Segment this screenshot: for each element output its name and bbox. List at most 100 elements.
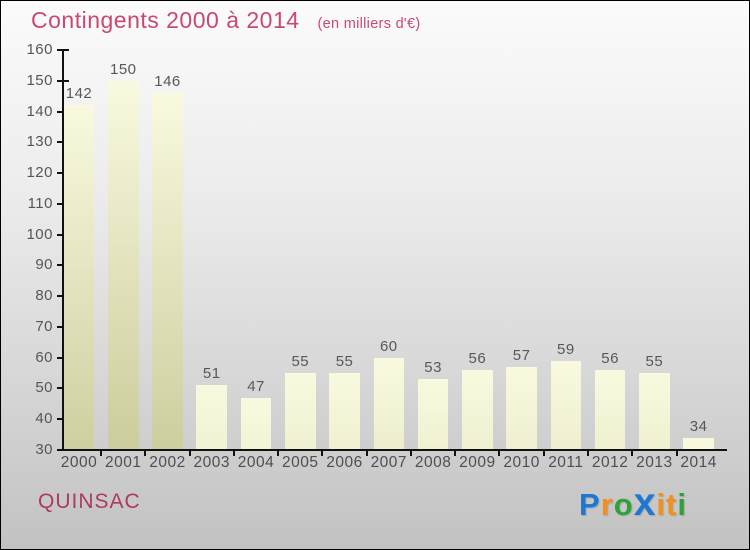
x-category-label: 2014 [680,454,717,471]
chart-subtitle: (en milliers d'€) [317,16,421,32]
logo-letter: i [656,487,667,522]
x-tick-mark [277,451,280,456]
y-tick-mark [57,110,69,113]
chart-title: Contingents 2000 à 2014 [31,7,300,33]
y-tick-mark [57,141,69,144]
y-tick-label: 40 [35,410,53,428]
y-tick-label: 80 [35,287,53,305]
y-tick-label: 30 [35,441,53,458]
bar-value-label: 55 [291,353,310,371]
bar [152,93,183,449]
y-tick-mark [57,387,69,390]
bar-value-label: 56 [468,350,487,367]
x-axis-line [62,449,727,451]
bar [594,370,626,449]
x-category-label: 2013 [636,454,673,471]
bar [506,366,537,449]
x-tick-mark [100,451,103,456]
y-tick-mark [57,172,69,175]
y-tick-mark [57,356,69,359]
bar [550,360,582,449]
x-tick-mark [365,451,368,456]
bar [683,437,714,449]
bar [107,80,139,449]
x-tick-mark [321,451,324,456]
x-category-label: 2011 [548,454,584,471]
y-tick-label: 140 [26,102,53,120]
x-category-label: 2005 [282,454,319,471]
bar-value-label: 56 [601,350,619,367]
x-category-label: 2007 [370,454,408,471]
bar [63,105,95,449]
bar-value-label: 60 [379,337,398,355]
y-tick-label: 60 [35,348,53,366]
y-tick-mark [57,202,69,205]
bar-value-label: 55 [645,353,664,371]
y-tick-label: 120 [26,164,53,182]
logo-letter: x [633,481,657,524]
x-category-label: 2003 [193,454,230,471]
y-axis-line [62,50,64,451]
bar-value-label: 142 [65,85,93,103]
bar [417,379,449,449]
bar [639,373,670,449]
y-tick-mark [57,295,69,298]
site-name-label: QUINSAC [38,490,141,513]
bar [329,373,360,449]
bar [373,357,405,449]
x-tick-mark [188,451,191,456]
y-tick-label: 100 [26,225,53,243]
logo-letter: P [579,487,601,522]
logo-letter: r [600,487,614,522]
x-tick-mark [232,451,235,456]
bar-value-label: 146 [154,73,181,91]
y-tick-mark [57,325,69,328]
x-category-label: 2010 [503,454,540,471]
y-tick-mark [57,418,69,421]
x-tick-mark [631,451,634,456]
y-tick-label: 50 [35,379,53,397]
chart-header: Contingents 2000 à 2014 (en milliers d'€… [31,7,421,34]
x-tick-mark [542,451,545,456]
x-category-label: 2002 [149,454,186,471]
logo-letter: o [613,487,634,522]
x-category-label: 2008 [414,454,452,471]
x-category-label: 2004 [237,454,275,471]
bar [285,373,316,449]
bar [196,385,228,449]
x-tick-mark [586,451,589,456]
x-tick-mark [498,451,501,456]
y-tick-label: 130 [26,133,53,151]
bar-value-label: 59 [557,340,575,358]
bar-value-label: 55 [335,353,354,371]
logo-letter: t [666,487,678,522]
bar-value-label: 57 [512,346,531,364]
bar-value-label: 53 [424,359,442,377]
y-tick-mark [57,264,69,267]
y-tick-mark [57,233,69,236]
y-tick-mark [57,449,69,451]
y-tick-label: 110 [27,194,53,212]
y-tick-label: 70 [35,317,53,335]
x-tick-mark [675,451,678,456]
y-tick-mark [57,79,69,82]
bar-value-label: 51 [202,365,221,383]
x-category-label: 2001 [105,454,142,471]
y-tick-label: 160 [26,41,53,58]
x-category-label: 2000 [60,454,98,471]
y-tick-mark [57,49,69,51]
bar-value-label: 47 [247,377,265,395]
x-category-label: 2006 [326,454,363,471]
bar-value-label: 34 [689,417,708,435]
x-category-label: 2012 [591,454,629,471]
x-category-label: 2009 [459,454,496,471]
bar [240,397,272,449]
bar-value-label: 150 [109,60,137,78]
x-tick-mark [454,451,457,456]
x-tick-mark [144,451,147,456]
y-tick-label: 150 [26,71,53,89]
bar [462,370,493,449]
